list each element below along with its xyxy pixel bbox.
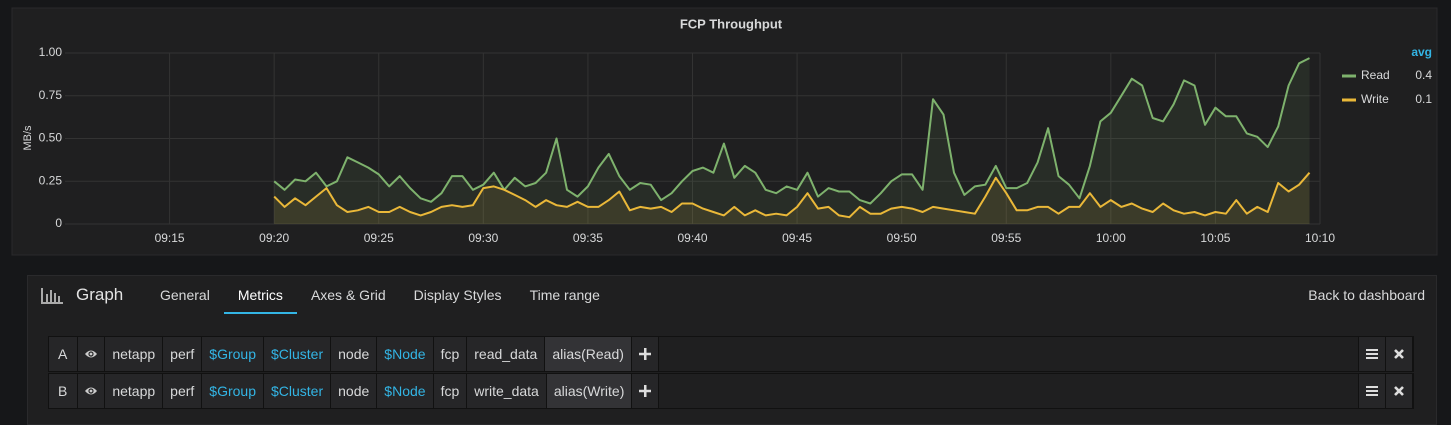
x-tick-label: 09:35 xyxy=(573,231,603,245)
toggle-visibility-glyph xyxy=(85,350,98,358)
add-function[interactable] xyxy=(632,374,660,408)
editor-panel: Graph General Metrics Axes & Grid Display S… xyxy=(27,275,1437,425)
query-segment[interactable]: $Cluster xyxy=(264,374,332,408)
x-tick-label: 09:15 xyxy=(155,231,185,245)
remove-query[interactable] xyxy=(1386,374,1413,408)
editor-title: Graph xyxy=(76,285,124,304)
remove-query-glyph xyxy=(1394,349,1404,359)
x-tick-label: 10:10 xyxy=(1305,231,1335,245)
query-segment[interactable]: netapp xyxy=(105,337,164,371)
query-menu-glyph xyxy=(1366,386,1378,396)
tab[interactable]: Display Styles xyxy=(413,287,502,303)
query-menu[interactable] xyxy=(1358,374,1386,408)
remove-query-glyph xyxy=(1394,386,1404,396)
y-tick-label: 0 xyxy=(55,216,62,230)
spacer xyxy=(659,337,1358,371)
toggle-visibility-glyph xyxy=(85,387,98,395)
toggle-visibility[interactable] xyxy=(78,374,106,408)
y-tick-label: 0.50 xyxy=(39,131,63,145)
tab[interactable]: Metrics xyxy=(223,276,297,314)
add-function-glyph xyxy=(638,348,651,360)
tab[interactable]: Axes & Grid xyxy=(310,287,386,303)
query-segment[interactable]: alias(Write) xyxy=(546,374,633,408)
y-axis-label: MB/s xyxy=(22,125,34,151)
x-tick-label: 09:45 xyxy=(782,231,812,245)
series-line xyxy=(273,57,1310,205)
x-tick-label: 09:55 xyxy=(991,231,1021,245)
x-tick-label: 10:05 xyxy=(1200,231,1230,245)
back-link[interactable]: Back to dashboard xyxy=(1308,287,1425,303)
graph-icon xyxy=(41,288,63,304)
y-tick-label: 1.00 xyxy=(39,45,63,59)
query-segment[interactable]: node xyxy=(331,374,378,408)
query-segment[interactable]: alias(Read) xyxy=(545,337,632,371)
editor-header: Graph General Metrics Axes & Grid Display S… xyxy=(28,276,1436,314)
query-segment[interactable]: netapp xyxy=(105,374,164,408)
query-segment[interactable]: perf xyxy=(163,337,203,371)
query-segment[interactable]: $Group xyxy=(202,374,264,408)
add-function[interactable] xyxy=(631,337,659,371)
tab[interactable]: General xyxy=(160,287,210,303)
x-tick-label: 09:20 xyxy=(259,231,289,245)
area-fill xyxy=(274,58,1310,224)
legend-label[interactable]: Write xyxy=(1361,92,1389,106)
spacer xyxy=(659,374,1358,408)
query-menu[interactable] xyxy=(1358,337,1386,371)
query-segment[interactable]: fcp xyxy=(433,374,468,408)
x-tick-label: 10:00 xyxy=(1096,231,1126,245)
query-segment[interactable]: read_data xyxy=(467,337,546,371)
x-tick-label: 09:25 xyxy=(364,231,394,245)
query-segment[interactable]: $Cluster xyxy=(264,337,332,371)
y-tick-label: 0.25 xyxy=(39,173,63,187)
query-segment[interactable]: $Group xyxy=(202,337,264,371)
legend-header[interactable]: avg xyxy=(1411,45,1432,59)
series-line xyxy=(273,172,1311,219)
tab-bar: General Metrics Axes & Grid Display Styles T… xyxy=(146,276,614,314)
query-segment[interactable]: $Node xyxy=(377,374,434,408)
graph-panel: FCP Throughput MB/s avg 0 0.25 0.50 0.75 1.0… xyxy=(11,7,1438,256)
query-segment[interactable]: $Node xyxy=(377,337,434,371)
tab[interactable]: Time range xyxy=(529,287,600,303)
query-segment[interactable]: perf xyxy=(163,374,203,408)
query-segment[interactable]: node xyxy=(331,337,378,371)
query-segment[interactable]: write_data xyxy=(467,374,547,408)
x-tick-label: 09:40 xyxy=(677,231,707,245)
legend-avg: 0.4 xyxy=(1415,68,1432,82)
toggle-visibility[interactable] xyxy=(78,337,106,371)
legend-avg: 0.1 xyxy=(1415,92,1432,106)
chart-title: FCP Throughput xyxy=(680,16,783,31)
x-tick-label: 09:30 xyxy=(468,231,498,245)
x-tick-label: 09:50 xyxy=(887,231,917,245)
area-fill xyxy=(274,172,1310,224)
legend-label[interactable]: Read xyxy=(1361,68,1390,82)
query-ref: B xyxy=(49,374,79,408)
remove-query[interactable] xyxy=(1386,337,1413,371)
query-segment[interactable]: fcp xyxy=(433,337,468,371)
query-menu-glyph xyxy=(1366,349,1378,359)
add-function-glyph xyxy=(639,385,652,397)
query-ref: A xyxy=(49,337,79,371)
y-tick-label: 0.75 xyxy=(39,88,63,102)
